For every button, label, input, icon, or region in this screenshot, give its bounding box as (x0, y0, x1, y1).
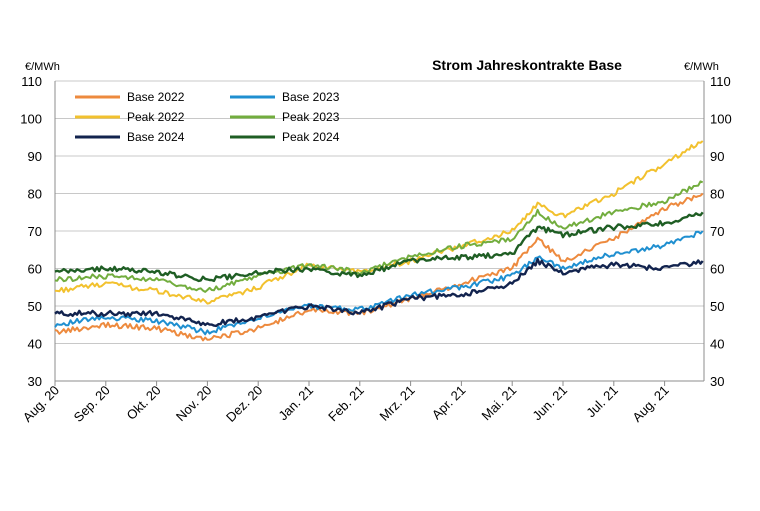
y-tick-label-right: 80 (710, 187, 724, 202)
legend-label: Base 2022 (127, 90, 185, 104)
x-tick-label: Sep. 20 (71, 383, 113, 425)
legend-label: Peak 2024 (282, 130, 340, 144)
x-tick-label: Mai. 21 (479, 383, 520, 424)
x-tick-label: Apr. 21 (429, 383, 469, 423)
y-tick-label-right: 30 (710, 374, 724, 389)
y-tick-label-left: 70 (28, 224, 42, 239)
y-tick-label-right: 100 (710, 112, 732, 127)
series-line-base-2023 (54, 230, 704, 336)
legend-label: Base 2023 (282, 90, 340, 104)
x-tick-label: Okt. 20 (123, 383, 163, 423)
y-tick-label-left: 60 (28, 262, 42, 277)
series-line-base-2022 (54, 192, 704, 342)
y-tick-label-left: 110 (21, 74, 42, 89)
x-tick-label: Mrz. 21 (376, 383, 417, 424)
series-line-peak-2024 (54, 211, 704, 283)
x-tick-label: Feb. 21 (325, 383, 367, 425)
y-tick-label-left: 50 (28, 299, 42, 314)
x-tick-label: Nov. 20 (173, 383, 215, 425)
y-tick-label-left: 90 (28, 149, 42, 164)
series-line-base-2024 (54, 257, 704, 328)
x-tick-label: Jun. 21 (529, 383, 570, 424)
chart-title: Strom Jahreskontrakte Base (432, 57, 622, 73)
y-tick-label-left: 100 (20, 112, 42, 127)
y-tick-label-left: 30 (28, 374, 42, 389)
legend-label: Base 2024 (127, 130, 185, 144)
y-tick-label-right: 40 (710, 337, 724, 352)
y-tick-label-right: 60 (710, 262, 724, 277)
x-tick-label: Dez. 20 (223, 383, 265, 425)
y-tick-label-left: 40 (28, 337, 42, 352)
x-tick-label: Aug. 21 (629, 383, 671, 425)
x-tick-label: Jan. 21 (275, 383, 316, 424)
y-unit-left: €/MWh (25, 61, 60, 73)
x-tick-label: Jul. 21 (583, 383, 621, 421)
y-tick-label-left: 80 (28, 187, 42, 202)
legend-label: Peak 2023 (282, 110, 340, 124)
y-unit-right: €/MWh (684, 61, 719, 73)
y-tick-label-right: 90 (710, 149, 724, 164)
series-line-peak-2023 (54, 180, 704, 293)
y-tick-label-right: 110 (710, 74, 731, 89)
y-tick-label-right: 70 (710, 224, 724, 239)
y-tick-label-right: 50 (710, 299, 724, 314)
legend-label: Peak 2022 (127, 110, 185, 124)
